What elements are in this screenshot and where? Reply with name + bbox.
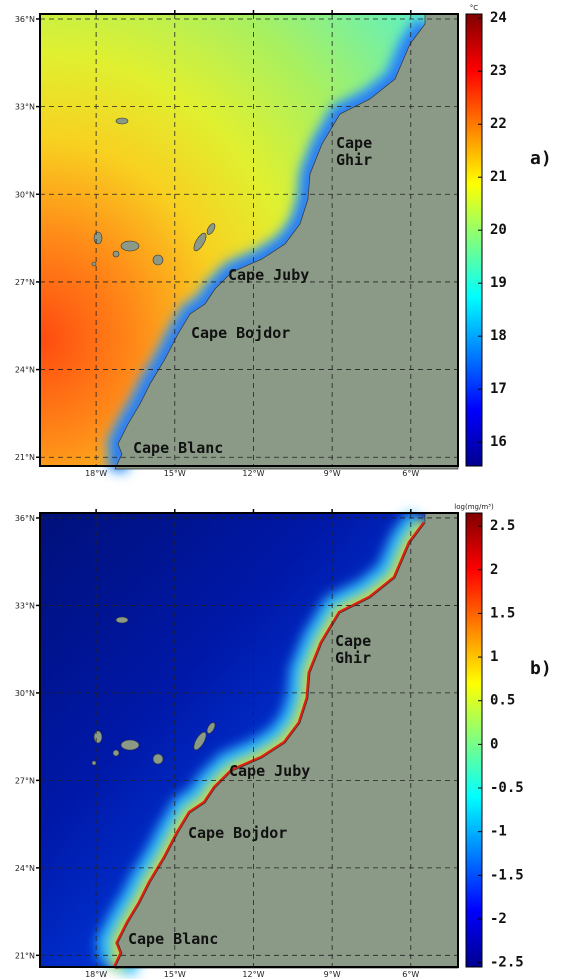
lat-tick-label: 30°N	[15, 689, 35, 698]
panel-label: b)	[530, 658, 552, 679]
colorbar-tick-label: 21	[490, 169, 507, 185]
lat-tick-label: 33°N	[15, 103, 35, 112]
place-name: Cape Blanc	[128, 931, 218, 948]
lat-tick-label: 36°N	[15, 15, 35, 24]
colorbar-unit: °C	[470, 4, 479, 12]
lat-tick-label: 24°N	[15, 366, 35, 375]
panel-label: a)	[530, 148, 552, 169]
lon-tick-label: 9°W	[324, 469, 341, 478]
lon-tick-label: 12°W	[242, 469, 264, 478]
figure: 18°W15°W12°W9°W6°W36°N33°N30°N27°N24°N21…	[0, 0, 564, 979]
lat-tick-label: 33°N	[15, 601, 35, 610]
lat-tick-label: 21°N	[15, 453, 35, 462]
colorbar-tick-label: 22	[490, 116, 507, 132]
colorbar-tick-label: 1	[490, 649, 498, 665]
lon-tick-label: 6°W	[402, 469, 419, 478]
colorbar-tick-label: 0	[490, 736, 498, 752]
place-name: Cape Juby	[228, 267, 309, 284]
place-name: Cape Ghir	[336, 135, 372, 169]
colorbar-tick-label: 18	[490, 328, 507, 344]
colorbar-tick-label: 23	[490, 63, 507, 79]
colorbar-unit: log(mg/m³)	[454, 503, 494, 511]
lat-tick-label: 24°N	[15, 864, 35, 873]
colorbar-tick-label: 19	[490, 275, 507, 291]
place-name: Cape Juby	[229, 763, 310, 780]
colorbar-tick-label: -2	[490, 911, 507, 927]
colorbar	[466, 513, 482, 967]
place-name: Cape Bojdor	[191, 325, 290, 342]
colorbar	[466, 14, 482, 466]
colorbar-tick-label: -1	[490, 824, 507, 840]
place-name: Cape Blanc	[133, 440, 223, 457]
map-b	[40, 513, 458, 968]
lat-tick-label: 30°N	[15, 190, 35, 199]
lon-tick-label: 18°W	[85, 469, 107, 478]
lat-tick-label: 27°N	[15, 278, 35, 287]
lat-tick-label: 21°N	[15, 951, 35, 960]
map-a	[40, 14, 458, 469]
colorbar-tick-label: 0.5	[490, 693, 515, 709]
colorbar-tick-label: -2.5	[490, 955, 524, 971]
colorbar-tick-label: -1.5	[490, 867, 524, 883]
lon-tick-label: 12°W	[242, 970, 264, 979]
colorbar-tick-label: 20	[490, 222, 507, 238]
lon-tick-label: 6°W	[402, 970, 419, 979]
lon-tick-label: 9°W	[324, 970, 341, 979]
colorbar-tick-label: 1.5	[490, 605, 515, 621]
colorbar-tick-label: 16	[490, 434, 507, 450]
place-name: Cape Ghir	[335, 633, 371, 667]
colorbar-tick-label: 17	[490, 381, 507, 397]
lon-tick-label: 15°W	[164, 469, 186, 478]
colorbar-tick-label: 24	[490, 10, 507, 26]
lon-tick-label: 15°W	[164, 970, 186, 979]
colorbar-tick-label: -0.5	[490, 780, 524, 796]
colorbar-tick-label: 2	[490, 562, 498, 578]
place-name: Cape Bojdor	[188, 825, 287, 842]
lon-tick-label: 18°W	[85, 970, 107, 979]
lat-tick-label: 27°N	[15, 776, 35, 785]
colorbar-tick-label: 2.5	[490, 518, 515, 534]
lat-tick-label: 36°N	[15, 514, 35, 523]
